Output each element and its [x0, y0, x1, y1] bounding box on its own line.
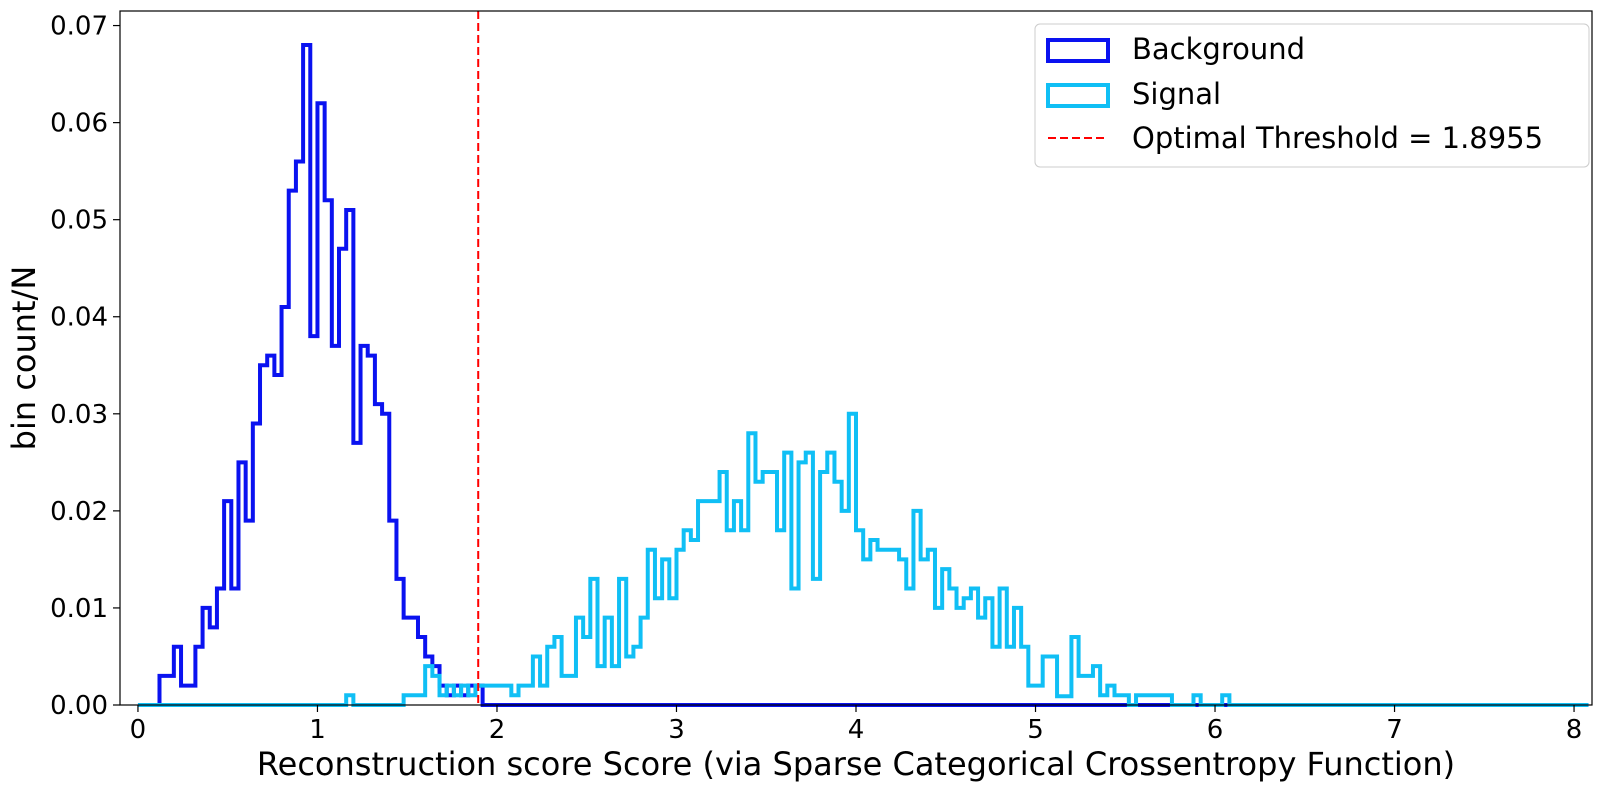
x-tick-label: 3 [668, 715, 685, 745]
x-axis-label: Reconstruction score Score (via Sparse C… [257, 745, 1455, 783]
x-tick-label: 2 [489, 715, 506, 745]
x-axis-ticks: 0 1 2 3 4 5 6 7 8 [130, 705, 1583, 745]
x-tick-label: 1 [309, 715, 326, 745]
legend-label-threshold: Optimal Threshold = 1.8955 [1132, 121, 1543, 155]
y-tick-label: 0.00 [50, 691, 108, 721]
x-tick-label: 6 [1207, 715, 1224, 745]
legend: Background Signal Optimal Threshold = 1.… [1034, 23, 1590, 168]
y-tick-label: 0.01 [50, 594, 108, 624]
legend-label-signal: Signal [1132, 77, 1221, 111]
x-tick-label: 4 [848, 715, 865, 745]
y-tick-label: 0.04 [50, 303, 108, 333]
y-axis-ticks: 0.00 0.01 0.02 0.03 0.04 0.05 0.06 0.07 [50, 12, 120, 721]
y-tick-label: 0.06 [50, 109, 108, 139]
y-tick-label: 0.03 [50, 400, 108, 430]
legend-box [1034, 23, 1590, 168]
y-tick-label: 0.05 [50, 206, 108, 236]
legend-label-background: Background [1132, 32, 1305, 66]
y-tick-label: 0.02 [50, 497, 108, 527]
y-axis-label: bin count/N [5, 266, 43, 451]
histogram-series-signal [137, 411, 1589, 707]
x-tick-label: 5 [1027, 715, 1044, 745]
legend-swatch-signal [1046, 83, 1110, 108]
y-tick-label: 0.07 [50, 12, 108, 42]
x-tick-label: 0 [130, 715, 147, 745]
x-tick-label: 7 [1386, 715, 1403, 745]
legend-swatch-background [1046, 38, 1110, 63]
x-tick-label: 8 [1566, 715, 1583, 745]
